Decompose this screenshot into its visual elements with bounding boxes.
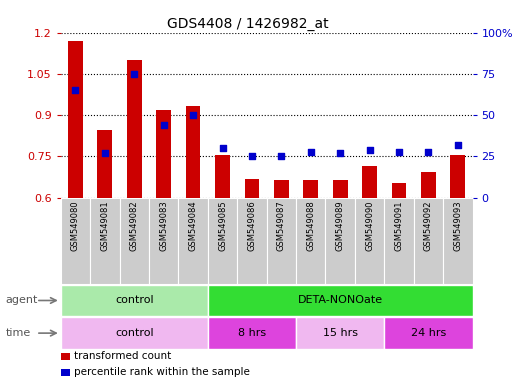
Bar	[149, 198, 178, 284]
Text: DETA-NONOate: DETA-NONOate	[298, 295, 383, 306]
Bar	[355, 198, 384, 284]
Text: GSM549080: GSM549080	[71, 200, 80, 251]
Bar	[208, 285, 473, 316]
Bar	[296, 318, 384, 349]
Point	[159, 122, 168, 128]
Bar	[215, 155, 230, 198]
Text: GSM549084: GSM549084	[188, 200, 197, 251]
Bar	[392, 183, 407, 198]
Text: GSM549081: GSM549081	[100, 200, 109, 251]
Bar	[68, 41, 83, 198]
Bar	[98, 130, 112, 198]
Text: control: control	[115, 295, 154, 306]
Bar	[267, 198, 296, 284]
Text: GSM549091: GSM549091	[394, 200, 403, 251]
Bar	[414, 198, 443, 284]
Bar	[325, 198, 355, 284]
Bar	[90, 198, 119, 284]
Point	[130, 71, 138, 77]
Bar	[304, 180, 318, 198]
Text: GSM549089: GSM549089	[336, 200, 345, 251]
Point	[424, 149, 432, 155]
Point	[307, 149, 315, 155]
Point	[365, 147, 374, 153]
Bar	[333, 180, 347, 198]
Text: GSM549083: GSM549083	[159, 200, 168, 251]
Text: 15 hrs: 15 hrs	[323, 328, 357, 338]
Text: transformed count: transformed count	[74, 351, 171, 361]
Bar	[156, 110, 171, 198]
Text: GSM549085: GSM549085	[218, 200, 227, 251]
Bar	[450, 155, 465, 198]
Text: percentile rank within the sample: percentile rank within the sample	[74, 367, 250, 377]
Text: GSM549093: GSM549093	[454, 200, 463, 251]
Text: GSM549092: GSM549092	[424, 200, 433, 251]
Point	[189, 112, 197, 118]
Point	[71, 88, 80, 94]
Text: GSM549088: GSM549088	[306, 200, 315, 251]
Point	[277, 153, 286, 160]
Point	[336, 150, 344, 156]
Point	[101, 150, 109, 156]
Bar	[119, 198, 149, 284]
Bar	[208, 198, 237, 284]
Bar	[186, 106, 201, 198]
Bar	[208, 318, 296, 349]
Bar	[244, 179, 259, 198]
Point	[454, 142, 462, 148]
Text: GSM549087: GSM549087	[277, 200, 286, 251]
Bar	[362, 166, 377, 198]
Bar	[178, 198, 208, 284]
Bar	[61, 318, 208, 349]
Text: time: time	[5, 328, 31, 338]
Text: GSM549082: GSM549082	[130, 200, 139, 251]
Text: agent: agent	[5, 295, 37, 306]
Point	[395, 149, 403, 155]
Bar	[421, 172, 436, 198]
Bar	[274, 180, 289, 198]
Text: GSM549090: GSM549090	[365, 200, 374, 251]
Point	[248, 153, 256, 160]
Bar	[384, 318, 473, 349]
Text: 8 hrs: 8 hrs	[238, 328, 266, 338]
Point	[218, 145, 227, 151]
Bar	[61, 198, 90, 284]
Bar	[443, 198, 473, 284]
Bar	[296, 198, 325, 284]
Bar	[384, 198, 414, 284]
Bar	[237, 198, 267, 284]
Text: GSM549086: GSM549086	[248, 200, 257, 251]
Bar	[61, 285, 208, 316]
Text: GDS4408 / 1426982_at: GDS4408 / 1426982_at	[167, 17, 329, 31]
Text: control: control	[115, 328, 154, 338]
Bar	[127, 60, 142, 198]
Text: 24 hrs: 24 hrs	[411, 328, 446, 338]
